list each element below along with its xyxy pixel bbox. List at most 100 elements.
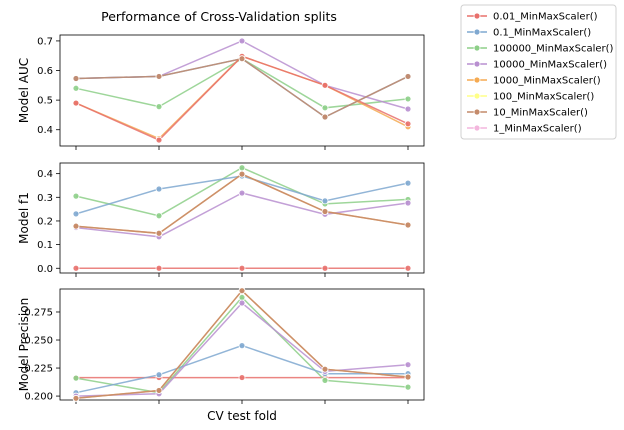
data-point (238, 342, 246, 350)
data-point (72, 264, 80, 272)
series-0.1_MinMaxScaler() (72, 55, 412, 121)
data-point (72, 394, 80, 402)
legend-label: 100_MinMaxScaler() (493, 92, 594, 103)
series-line (75, 55, 409, 141)
data-point (238, 374, 246, 381)
legend-marker (473, 12, 481, 20)
legend-entry: 10_MinMaxScaler() (467, 108, 588, 119)
data-point (321, 376, 329, 384)
y-tick-label: 0.225 (24, 364, 53, 375)
legend-label: 0.1_MinMaxScaler() (493, 28, 591, 39)
data-point (404, 95, 412, 103)
data-point (155, 229, 163, 237)
series-10_MinMaxScaler() (72, 287, 412, 402)
data-point (404, 105, 412, 113)
legend-entry: 1_MinMaxScaler() (467, 124, 582, 135)
series-line (75, 57, 409, 118)
legend-frame (460, 4, 617, 140)
data-point (404, 179, 412, 187)
data-point (321, 113, 329, 121)
data-point (238, 294, 246, 301)
series-10_MinMaxScaler() (72, 55, 412, 121)
data-point (72, 75, 80, 82)
data-point (238, 37, 246, 45)
data-point (321, 365, 329, 373)
series-line (75, 57, 409, 118)
data-point (72, 84, 80, 92)
data-point (404, 264, 412, 272)
legend-entry: 0.1_MinMaxScaler() (467, 28, 591, 39)
series-0.01_MinMaxScaler() (72, 374, 412, 381)
legend-marker (473, 76, 481, 84)
y-tick-label: 0.1 (37, 240, 53, 251)
data-point (404, 221, 412, 229)
data-point (155, 264, 163, 272)
y-tick-label: 0.250 (24, 336, 53, 347)
legend-marker (473, 108, 481, 116)
data-point (238, 264, 246, 272)
legend-entry: 1000_MinMaxScaler() (467, 76, 601, 87)
legend-entry: 100000_MinMaxScaler() (467, 44, 614, 55)
data-point (404, 73, 412, 80)
legend-label: 1000_MinMaxScaler() (493, 76, 601, 87)
legend-marker (473, 44, 481, 52)
legend-label: 10000_MinMaxScaler() (493, 60, 607, 71)
y-tick-label: 0.4 (37, 125, 53, 136)
data-point (155, 136, 163, 144)
legend-entry: 10000_MinMaxScaler() (467, 60, 607, 71)
y-tick-label: 0.5 (37, 96, 53, 107)
y-tick-label: 0.275 (24, 307, 53, 318)
data-point (155, 73, 163, 80)
plot-frame (59, 34, 425, 147)
data-point (72, 99, 80, 107)
y-tick-label: 0.6 (37, 66, 53, 77)
data-point (238, 299, 246, 307)
legend-label: 100000_MinMaxScaler() (493, 44, 614, 55)
data-point (321, 104, 329, 112)
y-tick-label: 0.4 (37, 169, 53, 180)
y-axis-label: Model AUC (17, 58, 31, 123)
legend-marker (473, 92, 481, 100)
data-point (155, 212, 163, 220)
data-point (404, 361, 412, 369)
legend-marker (473, 28, 481, 36)
legend-label: 10_MinMaxScaler() (493, 108, 588, 119)
y-tick-label: 0.200 (24, 392, 53, 403)
series-line (75, 173, 409, 235)
data-point (72, 374, 80, 382)
data-point (155, 371, 163, 379)
series-line (75, 55, 409, 140)
legend: 0.01_MinMaxScaler() 0.1_MinMaxScaler() 100… (460, 4, 617, 140)
legend-marker (473, 124, 481, 132)
data-point (321, 197, 329, 205)
y-tick-label: 0.7 (37, 36, 53, 47)
data-point (238, 164, 246, 172)
legend-label: 1_MinMaxScaler() (493, 124, 582, 135)
data-point (404, 120, 412, 128)
chart-title: Performance of Cross-Validation splits (101, 9, 337, 24)
panel-1: 0.4 0.5 0.6 0.7 Model AUC (17, 34, 425, 150)
legend-label: 0.01_MinMaxScaler() (493, 12, 598, 23)
y-axis-label: Model Precision (17, 298, 31, 391)
legend-entry: 0.01_MinMaxScaler() (467, 12, 598, 23)
data-point (155, 387, 163, 394)
y-tick-label: 0.3 (37, 193, 53, 204)
data-point (238, 189, 246, 197)
data-point (404, 373, 412, 381)
panel-2: 0.0 0.1 0.2 0.3 0.4 Model f1 (17, 162, 425, 277)
series-10000_MinMaxScaler() (72, 189, 412, 241)
data-point (321, 81, 329, 89)
series-10000_MinMaxScaler() (72, 299, 412, 400)
series-line (75, 173, 409, 235)
data-point (72, 192, 80, 200)
series-1000_MinMaxScaler() (72, 52, 412, 143)
series-10_MinMaxScaler() (72, 170, 412, 237)
data-point (155, 185, 163, 193)
data-point (321, 208, 329, 215)
series-1000_MinMaxScaler() (72, 170, 412, 237)
y-tick-label: 0.0 (37, 264, 53, 275)
data-point (155, 103, 163, 111)
data-point (72, 222, 80, 230)
